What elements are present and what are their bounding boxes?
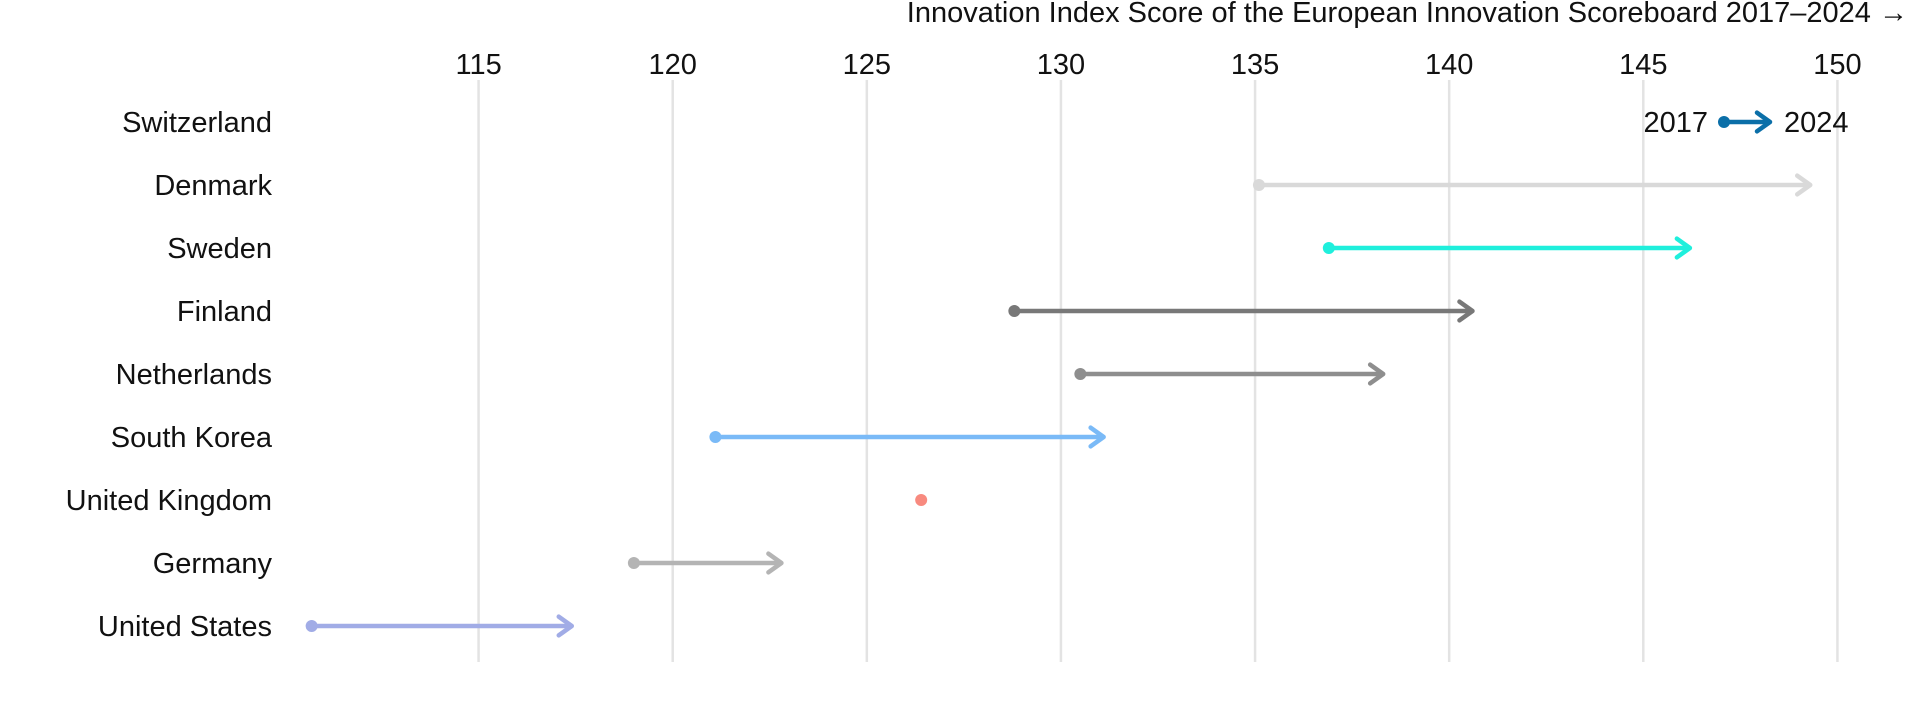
arrow-united-states [305,614,575,638]
arrow-germany-head [766,551,784,575]
arrow-denmark-start-dot [1252,179,1265,191]
legend-arrow-head [1754,110,1773,134]
arrow-south-korea [709,425,1106,449]
x-tick-label-150: 150 [1813,49,1861,81]
arrow-germany-start-dot [627,557,640,569]
x-tick-label-145: 145 [1619,49,1667,81]
country-label-united-states: United States [98,611,272,643]
arrow-denmark [1252,173,1813,197]
dot-united-kingdom [915,494,928,506]
arrow-finland [1008,299,1475,323]
country-label-finland: Finland [177,296,272,328]
legend: 2017 2024 [1643,107,1848,139]
x-tick-label-120: 120 [649,49,697,81]
arrow-finland-start-dot [1008,305,1021,317]
country-labels: Switzerland Denmark Sweden Finland Netherlan… [66,107,273,643]
arrow-netherlands [1074,362,1386,386]
country-label-denmark: Denmark [154,170,272,202]
country-label-sweden: Sweden [167,233,272,265]
x-tick-label-125: 125 [843,49,891,81]
legend-arrow-start-dot [1718,116,1730,128]
arrow-denmark-head [1794,173,1813,197]
grid-lines [477,80,1839,662]
legend-start-label: 2017 [1643,107,1708,139]
x-tick-label-115: 115 [455,49,501,81]
arrow-netherlands-start-dot [1074,368,1087,380]
arrow-south-korea-head [1088,425,1106,449]
country-label-netherlands: Netherlands [116,359,272,391]
x-tick-label-140: 140 [1425,49,1473,81]
country-label-switzerland: Switzerland [122,107,272,139]
arrow-south-korea-start-dot [709,431,722,443]
arrow-netherlands-head [1367,362,1386,386]
arrow-united-states-head [556,614,575,638]
arrow-finland-head [1457,299,1475,323]
arrow-sweden-start-dot [1322,242,1335,254]
arrow-united-states-start-dot [305,620,318,632]
x-axis-title: Innovation Index Score of the European I… [907,0,1908,29]
arrow-sweden [1322,236,1693,260]
legend-end-label: 2024 [1784,107,1849,139]
arrow-sweden-head [1674,236,1693,260]
x-tick-labels: 115 120 125 130 135 140 145 150 [455,49,1861,81]
arrow-germany [627,551,784,575]
data-arrows [305,173,1813,638]
country-label-germany: Germany [153,548,273,580]
legend-arrow [1718,110,1773,134]
country-label-united-kingdom: United Kingdom [66,485,272,517]
x-tick-label-130: 130 [1037,49,1085,81]
x-tick-label-135: 135 [1231,49,1279,81]
country-label-south-korea: South Korea [111,422,273,454]
